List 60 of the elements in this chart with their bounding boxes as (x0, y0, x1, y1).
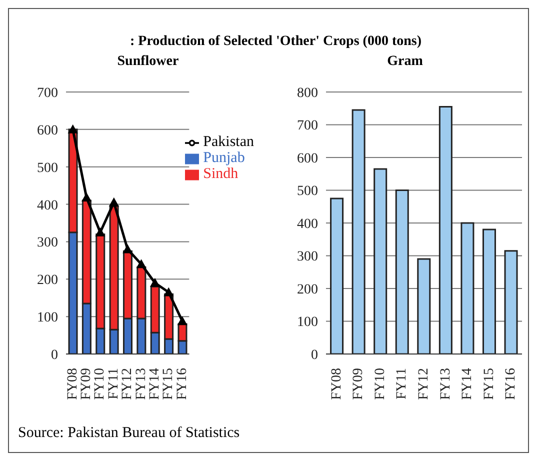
x-tick-label: FY08 (329, 368, 344, 400)
point (108, 197, 119, 206)
x-tick-label: FY15 (482, 368, 497, 400)
point (177, 316, 188, 326)
legend-label: Pakistan (203, 134, 254, 150)
chart-title: Gram (386, 54, 424, 70)
bar (395, 190, 409, 354)
point (68, 124, 78, 134)
x-tick-label: FY11 (106, 368, 122, 400)
x-tick-label: FY15 (161, 368, 176, 400)
y-tick-label: 0 (311, 348, 318, 363)
x-tick-label: FY13 (438, 368, 454, 400)
y-tick-label: 800 (297, 86, 318, 101)
point (150, 278, 160, 287)
x-tick-label: FY16 (174, 368, 190, 400)
x-tick-label: FY08 (65, 368, 80, 400)
chart-subtitle: Sunflower (116, 54, 180, 70)
bar (504, 250, 518, 354)
y-tick-label: 700 (37, 86, 58, 101)
x-tick-label: FY13 (134, 368, 149, 400)
x-tick-label: FY10 (92, 368, 108, 400)
legend-label: Punjab (203, 150, 245, 166)
bar (374, 168, 388, 354)
point (164, 287, 174, 296)
point (82, 192, 92, 202)
y-tick-label: 100 (37, 310, 58, 326)
x-tick-label: FY12 (416, 368, 432, 400)
y-tick-label: 600 (37, 123, 58, 138)
y-tick-label: 500 (37, 160, 58, 176)
bar (482, 228, 496, 354)
bar (460, 222, 474, 354)
y-tick-label: 100 (297, 315, 318, 330)
y-tick-label: 200 (37, 273, 58, 288)
y-tick-label: 400 (297, 216, 318, 232)
x-tick-label: FY16 (504, 368, 519, 400)
y-tick-label: 300 (297, 250, 318, 265)
y-tick-label: 0 (51, 348, 58, 363)
x-tick-label: FY09 (351, 368, 366, 400)
x-tick-label: FY14 (147, 368, 162, 400)
y-tick-label: 500 (297, 184, 318, 200)
y-tick-label: 400 (37, 198, 58, 214)
source-note: Source: Pakistan Bureau of Statistics (18, 425, 240, 442)
x-tick-label: FY12 (120, 368, 136, 400)
point (136, 259, 146, 268)
legend-label: Sindh (203, 166, 238, 182)
bar (417, 258, 431, 354)
y-tick-label: 600 (297, 151, 318, 166)
bar (438, 106, 452, 354)
point (95, 227, 106, 236)
x-tick-label: FY11 (394, 368, 410, 400)
x-tick-label: FY14 (460, 368, 476, 400)
bar (330, 198, 344, 354)
x-tick-label: FY09 (79, 368, 94, 400)
y-tick-label: 300 (37, 236, 58, 251)
y-tick-label: 200 (297, 282, 318, 298)
point (122, 244, 133, 254)
bar (352, 109, 366, 354)
text: : Production of Selected 'Other' Crops (000 tons) (130, 34, 422, 50)
x-tick-label: FY10 (372, 368, 388, 400)
y-tick-label: 700 (297, 118, 318, 134)
